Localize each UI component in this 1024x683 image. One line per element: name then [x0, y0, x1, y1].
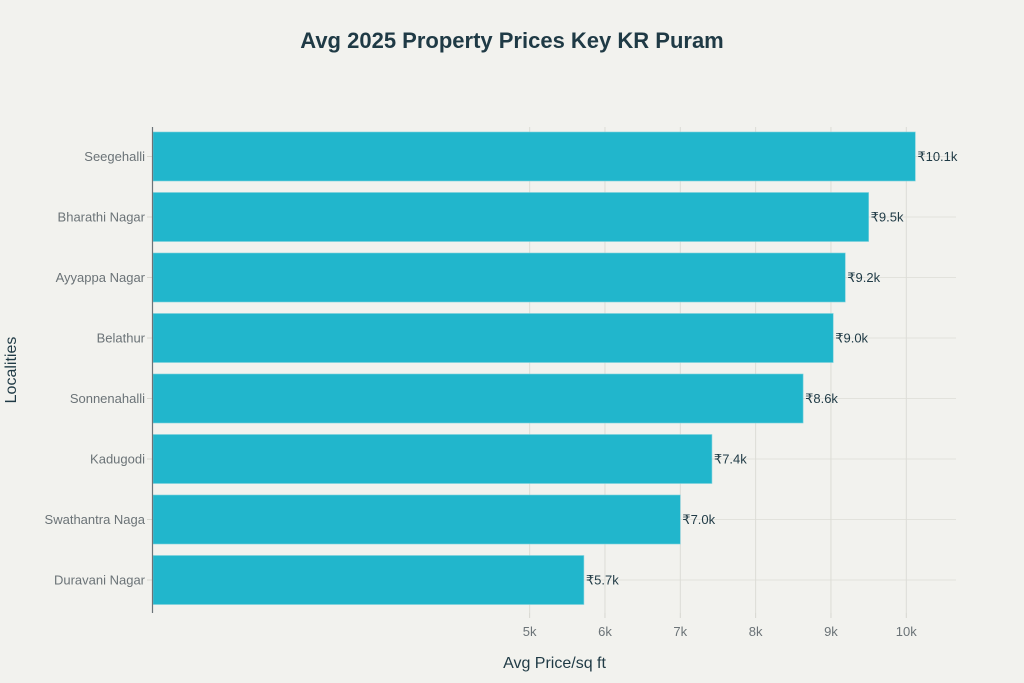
- x-tick-label: 10k: [896, 624, 917, 639]
- data-label: ₹9.0k: [835, 331, 868, 346]
- category-label: Bharathi Nagar: [58, 210, 146, 225]
- category-label: Sonnenahalli: [70, 391, 145, 406]
- category-label: Belathur: [97, 331, 146, 346]
- data-label: ₹10.1k: [917, 149, 958, 164]
- x-axis-title: Avg Price/sq ft: [503, 655, 606, 672]
- data-label: ₹9.2k: [847, 270, 880, 285]
- category-label: Swathantra Naga: [45, 512, 146, 527]
- data-label: ₹7.0k: [682, 512, 715, 527]
- bar: [152, 373, 804, 424]
- category-label: Duravani Nagar: [54, 573, 146, 588]
- bar: [152, 555, 585, 605]
- bar: [152, 434, 713, 484]
- data-label: ₹5.7k: [586, 573, 619, 588]
- bar: [152, 192, 869, 242]
- data-label: ₹9.5k: [871, 210, 904, 225]
- bar: [152, 252, 846, 303]
- data-label: ₹8.6k: [805, 391, 838, 406]
- x-tick-label: 7k: [673, 624, 687, 639]
- chart-title: Avg 2025 Property Prices Key KR Puram: [300, 28, 724, 53]
- x-tick-label: 9k: [824, 624, 838, 639]
- category-label: Seegehalli: [84, 149, 145, 164]
- x-tick-label: 8k: [749, 624, 763, 639]
- category-label: Kadugodi: [90, 452, 145, 467]
- category-label: Ayyappa Nagar: [56, 270, 146, 285]
- bar: [152, 494, 681, 545]
- x-tick-label: 6k: [598, 624, 612, 639]
- bar: [152, 313, 834, 363]
- data-label: ₹7.4k: [714, 452, 747, 467]
- x-tick-label: 5k: [523, 624, 537, 639]
- bar: [152, 131, 916, 182]
